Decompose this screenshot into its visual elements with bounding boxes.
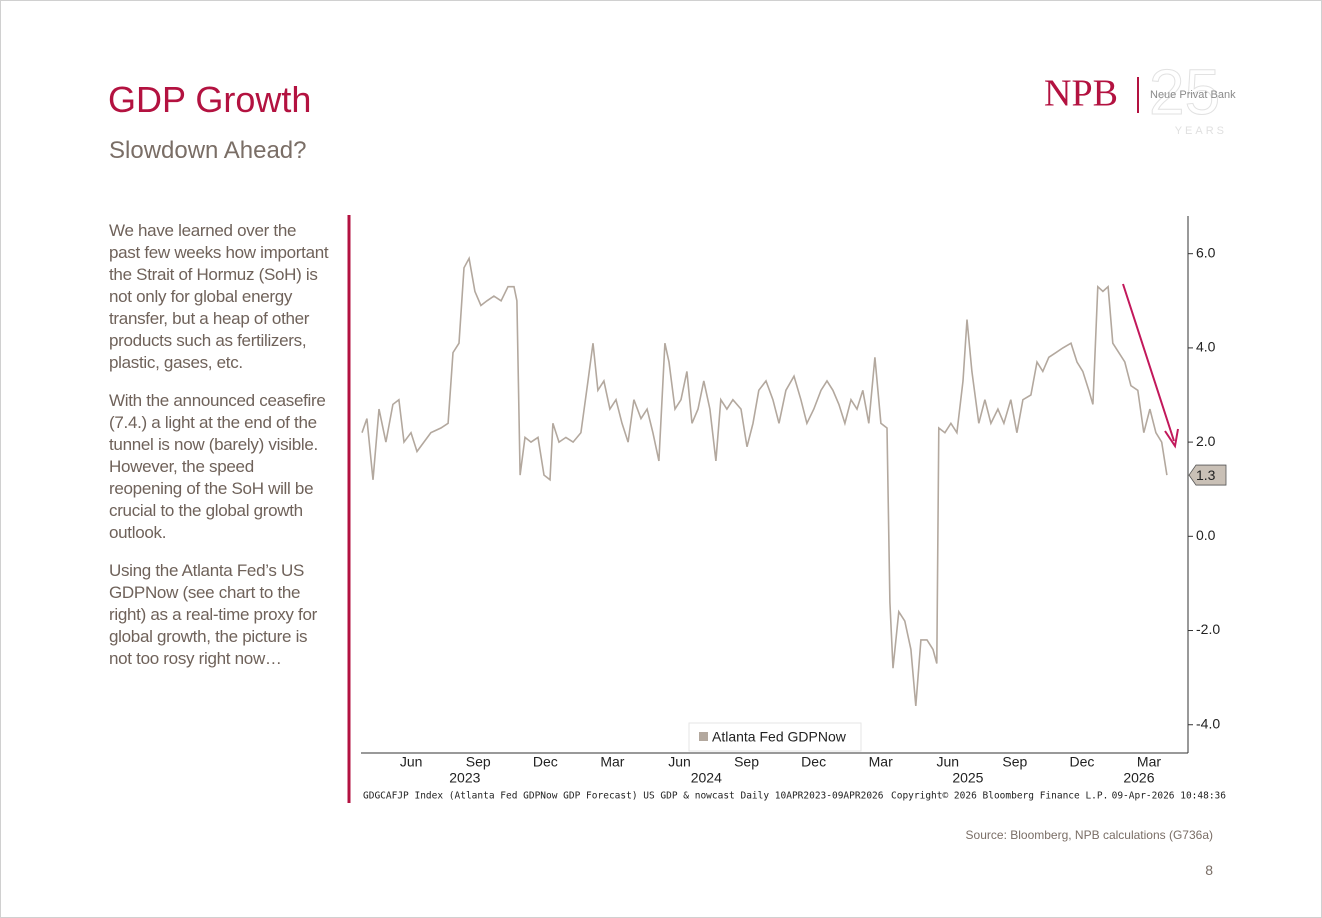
x-tick-label: Sep	[734, 754, 759, 770]
x-tick-label: Mar	[600, 754, 624, 770]
y-tick-label: -4.0	[1196, 715, 1220, 731]
logo-anniversary: 25	[1149, 56, 1220, 128]
x-year-label: 2025	[952, 770, 983, 786]
body-text: We have learned over the past few weeks …	[109, 220, 331, 686]
y-tick-label: 6.0	[1196, 244, 1216, 260]
legend-label: Atlanta Fed GDPNow	[712, 729, 847, 745]
y-tick-label: -2.0	[1196, 621, 1220, 637]
x-year-label: 2024	[691, 770, 722, 786]
y-tick-label: 0.0	[1196, 527, 1216, 543]
source-note: Source: Bloomberg, NPB calculations (G73…	[965, 828, 1213, 842]
x-tick-label: Dec	[1069, 754, 1094, 770]
data-line	[361, 256, 1168, 706]
x-tick-label: Jun	[936, 754, 959, 770]
paragraph: We have learned over the past few weeks …	[109, 221, 329, 372]
x-tick-label: Dec	[801, 754, 826, 770]
slide-subtitle: Slowdown Ahead?	[109, 137, 307, 164]
last-value-label: 1.3	[1196, 467, 1216, 483]
x-tick-label: Mar	[1137, 754, 1161, 770]
page-number: 8	[1205, 862, 1213, 878]
trend-arrowhead	[1164, 428, 1179, 449]
x-tick-label: Mar	[869, 754, 893, 770]
x-tick-label: Sep	[1002, 754, 1027, 770]
chart-timestamp: 09-Apr-2026 10:48:36	[1112, 791, 1227, 802]
x-tick-label: Jun	[400, 754, 423, 770]
x-tick-label: Dec	[533, 754, 558, 770]
legend-swatch	[699, 732, 708, 741]
paragraph: With the announced ceasefire (7.4.) a li…	[109, 391, 326, 542]
trend-arrow	[1122, 283, 1175, 442]
chart-footnote: GDGCAFJP Index (Atlanta Fed GDPNow GDP F…	[363, 791, 884, 802]
logo-name: NPB	[1044, 73, 1118, 115]
last-value-tag	[1188, 464, 1227, 486]
slide-title: GDP Growth	[108, 79, 312, 120]
y-tick-label: 2.0	[1196, 433, 1216, 449]
legend-box	[688, 722, 862, 752]
paragraph: Using the Atlanta Fed’s US GDPNow (see c…	[109, 561, 317, 668]
logo-subname: Neue Privat Bank	[1150, 89, 1236, 101]
x-tick-label: Jun	[668, 754, 691, 770]
x-year-label: 2023	[449, 770, 480, 786]
logo-years: YEARS	[1175, 125, 1227, 137]
chart-copyright: Copyright© 2026 Bloomberg Finance L.P.	[891, 791, 1108, 802]
x-year-label: 2026	[1123, 770, 1154, 786]
y-tick-label: 4.0	[1196, 339, 1216, 355]
x-tick-label: Sep	[466, 754, 491, 770]
